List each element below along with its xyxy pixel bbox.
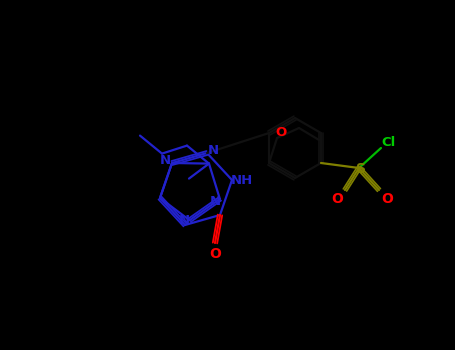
Text: O: O: [381, 192, 393, 206]
Text: O: O: [275, 126, 287, 140]
Text: N: N: [179, 214, 190, 227]
Text: N: N: [207, 144, 218, 156]
Text: Cl: Cl: [382, 136, 396, 149]
Text: N: N: [209, 195, 220, 209]
Text: N: N: [159, 154, 171, 168]
Text: O: O: [209, 247, 221, 261]
Text: O: O: [331, 192, 343, 206]
Text: S: S: [356, 162, 366, 176]
Text: NH: NH: [231, 174, 253, 187]
